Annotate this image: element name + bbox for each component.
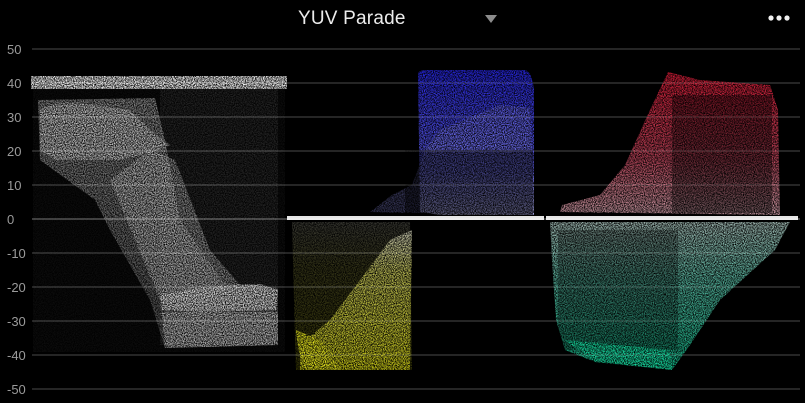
luma-trace: [31, 76, 287, 352]
v-trace: [550, 72, 790, 370]
y-tick-label: -10: [7, 246, 26, 261]
y-tick-label: -30: [7, 314, 26, 329]
scope-header: YUV Parade: [0, 0, 805, 38]
y-tick-label: 40: [7, 76, 21, 91]
u-trace: [292, 70, 534, 370]
y-tick-label: -20: [7, 280, 26, 295]
y-tick-label: -50: [7, 382, 26, 397]
y-tick-label: 10: [7, 178, 21, 193]
scope-y-axis: 50 40 30 20 10 0 -10 -20 -30 -40 -50: [7, 42, 26, 397]
y-tick-label: 20: [7, 144, 21, 159]
scope-type-selector[interactable]: YUV Parade: [298, 6, 406, 32]
zero-line-traces: [287, 216, 798, 220]
more-horizontal-icon[interactable]: [767, 13, 791, 23]
y-tick-label: 30: [7, 110, 21, 125]
y-tick-label: 50: [7, 42, 21, 57]
chevron-down-icon[interactable]: [484, 14, 498, 24]
y-tick-label: 0: [7, 212, 14, 227]
scope-title: YUV Parade: [298, 8, 406, 29]
y-tick-label: -40: [7, 348, 26, 363]
